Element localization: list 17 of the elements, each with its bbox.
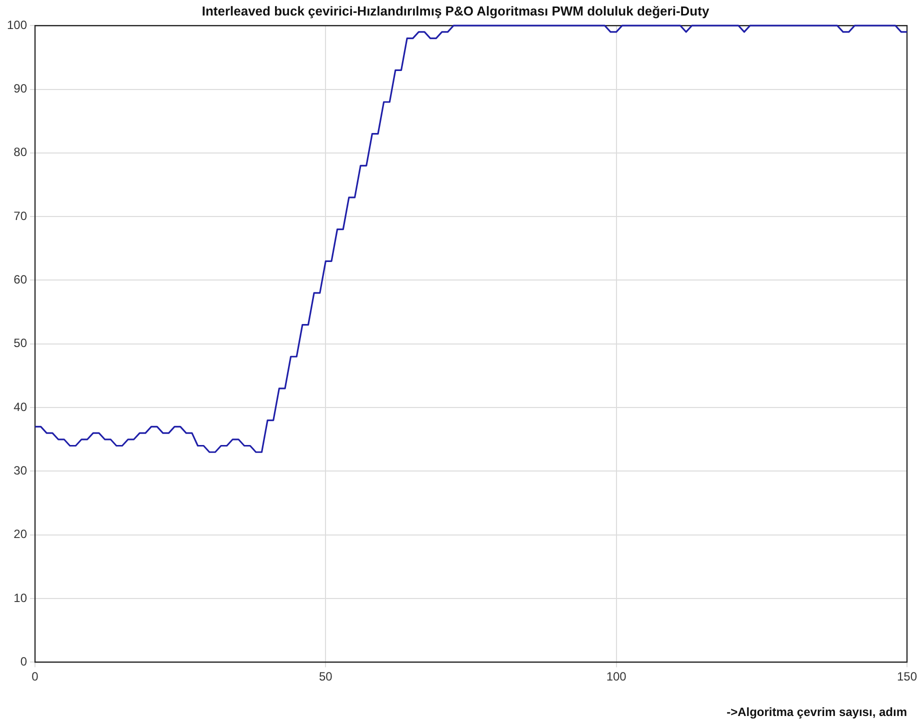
y-tick-label: 60 <box>14 272 28 287</box>
y-tick-label: 100 <box>6 18 28 32</box>
y-tick-label: 50 <box>14 336 28 350</box>
y-tick-label: 10 <box>14 590 28 605</box>
y-tick-label: 70 <box>14 208 28 223</box>
x-tick-label: 150 <box>896 670 918 684</box>
y-tick-label: 0 <box>20 654 28 669</box>
y-tick-label: 90 <box>14 82 28 96</box>
x-tick-label: 0 <box>32 670 39 684</box>
y-tick-label: 20 <box>14 527 28 542</box>
chart-title: Interleaved buck çevirici-Hızlandırılmış P&O Algoritması PWM doluluk değeri-Duty <box>202 3 710 18</box>
y-tick-label: 40 <box>14 400 28 414</box>
x-axis-title: ->Algoritma çevrim sayısı, adım <box>726 705 907 720</box>
y-tick-label: 80 <box>14 145 28 160</box>
x-tick-label: 50 <box>319 670 333 684</box>
y-tick-label: 30 <box>14 464 28 478</box>
x-tick-label: 100 <box>606 670 627 684</box>
